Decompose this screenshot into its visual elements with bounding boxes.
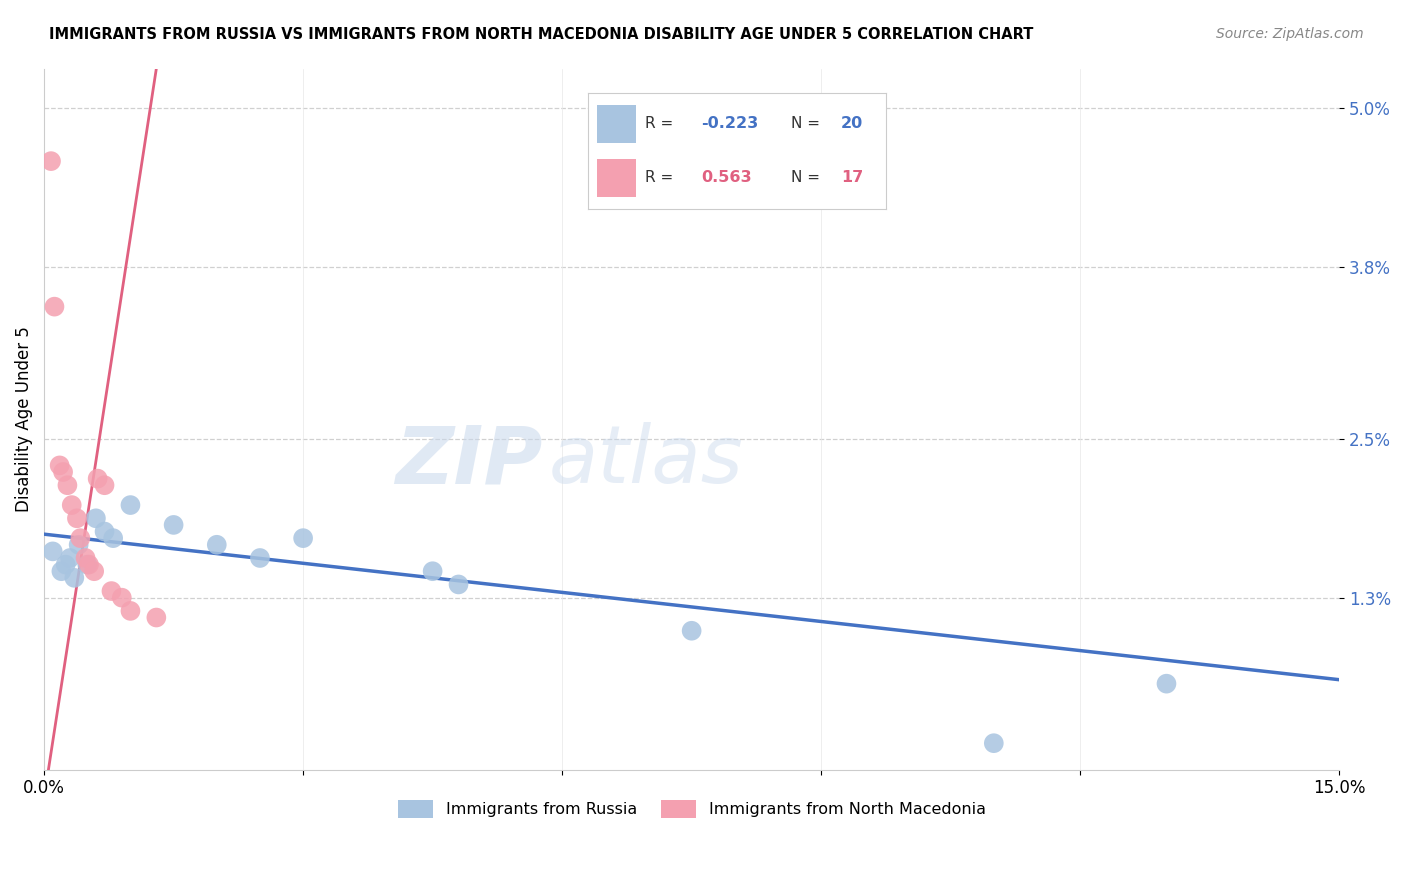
Text: atlas: atlas: [550, 422, 744, 500]
Point: [75, 551, 97, 566]
Point: [60, 498, 83, 512]
Text: Source: ZipAtlas.com: Source: ZipAtlas.com: [1216, 27, 1364, 41]
Point: [93, 478, 115, 492]
Point: [86, 472, 108, 486]
Point: [249, 551, 271, 566]
Point: [162, 517, 184, 532]
Point: [111, 591, 134, 605]
Point: [101, 531, 124, 545]
Point: [52, 465, 75, 479]
Point: [100, 584, 122, 599]
Point: [39, 154, 62, 169]
Point: [93, 524, 115, 539]
Point: [76, 558, 98, 572]
Point: [77, 558, 100, 572]
Point: [44, 300, 66, 314]
Point: [51, 564, 73, 578]
Point: [63, 571, 86, 585]
Point: [69, 531, 91, 545]
Point: [59, 551, 82, 566]
Point: [983, 736, 1005, 750]
Legend: Immigrants from Russia, Immigrants from North Macedonia: Immigrants from Russia, Immigrants from …: [391, 794, 993, 825]
Text: IMMIGRANTS FROM RUSSIA VS IMMIGRANTS FROM NORTH MACEDONIA DISABILITY AGE UNDER 5: IMMIGRANTS FROM RUSSIA VS IMMIGRANTS FRO…: [49, 27, 1033, 42]
Point: [83, 564, 105, 578]
Point: [84, 511, 107, 525]
Y-axis label: Disability Age Under 5: Disability Age Under 5: [15, 326, 32, 512]
Point: [120, 498, 142, 512]
Point: [422, 564, 444, 578]
Point: [292, 531, 315, 545]
Point: [447, 577, 470, 591]
Point: [205, 538, 228, 552]
Point: [66, 511, 89, 525]
Point: [1156, 676, 1178, 690]
Point: [120, 604, 142, 618]
Point: [681, 624, 703, 638]
Point: [56, 478, 79, 492]
Point: [42, 544, 65, 558]
Point: [48, 458, 70, 473]
Point: [145, 610, 167, 624]
Text: ZIP: ZIP: [395, 422, 543, 500]
Point: [55, 558, 77, 572]
Point: [67, 538, 90, 552]
